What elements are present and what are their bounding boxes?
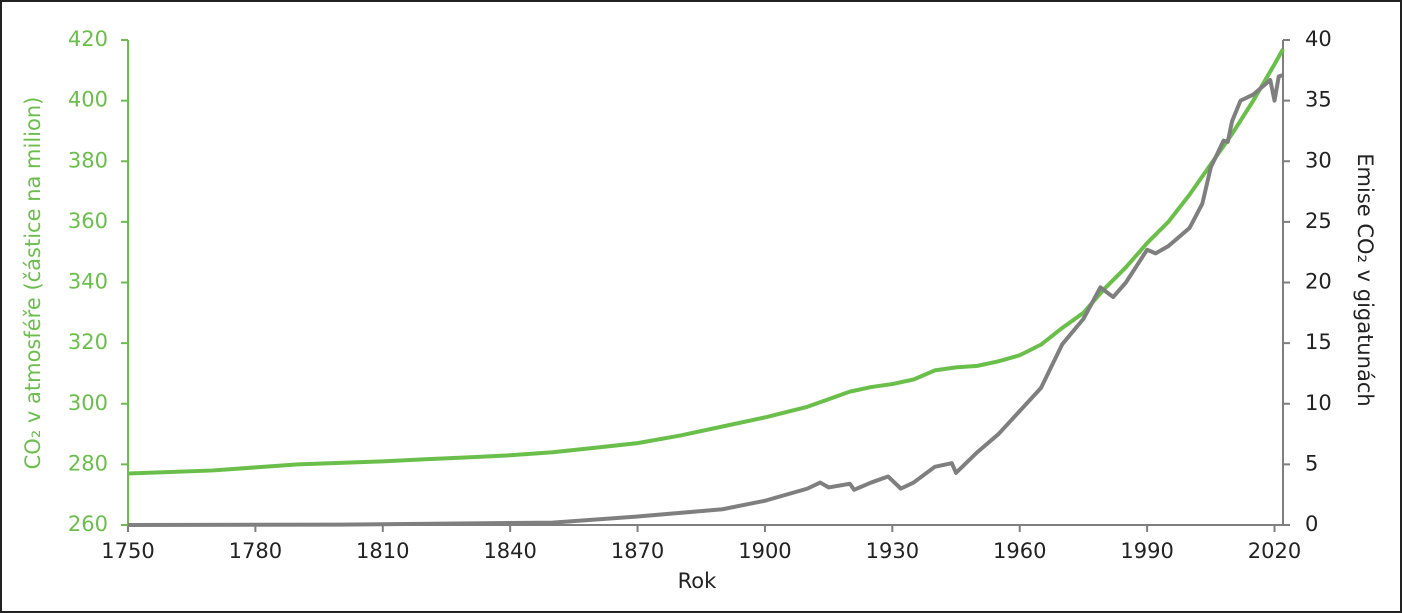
x-tick-label: 1750: [101, 539, 154, 563]
x-tick-label: 1900: [738, 539, 791, 563]
y2-tick-label: 15: [1305, 330, 1332, 354]
x-tick-label: 2020: [1248, 539, 1301, 563]
x-tick-label: 1990: [1120, 539, 1173, 563]
y2-tick-label: 10: [1305, 391, 1332, 415]
y2-tick-label: 30: [1305, 148, 1332, 172]
y2-tick-label: 40: [1305, 27, 1332, 51]
y2-axis-label: Emise CO₂ v gigatunách: [1353, 153, 1377, 406]
y2-tick-label: 20: [1305, 270, 1332, 294]
x-tick-label: 1780: [229, 539, 282, 563]
y-tick-label: 420: [68, 27, 108, 51]
x-axis-label: Rok: [678, 569, 717, 593]
x-tick-label: 1870: [611, 539, 664, 563]
y-tick-label: 400: [68, 88, 108, 112]
y-tick-label: 300: [68, 391, 108, 415]
series-line: [127, 48, 1285, 476]
y-tick-label: 380: [68, 148, 108, 172]
y-tick-label: 340: [68, 270, 108, 294]
series-line: [127, 73, 1284, 527]
x-tick-label: 1960: [993, 539, 1046, 563]
y-tick-label: 360: [68, 209, 108, 233]
y-axis-label: CO₂ v atmosféře (částice na milion): [21, 97, 45, 470]
x-tick-label: 1810: [356, 539, 409, 563]
y2-tick-label: 25: [1305, 209, 1332, 233]
y-tick-label: 320: [68, 330, 108, 354]
x-tick-label: 1930: [866, 539, 919, 563]
y2-tick-label: 35: [1305, 88, 1332, 112]
y-tick-label: 280: [68, 451, 108, 475]
y2-tick-label: 0: [1305, 512, 1318, 536]
x-tick-label: 1840: [483, 539, 536, 563]
y2-tick-label: 5: [1305, 451, 1318, 475]
y-tick-label: 260: [68, 512, 108, 536]
